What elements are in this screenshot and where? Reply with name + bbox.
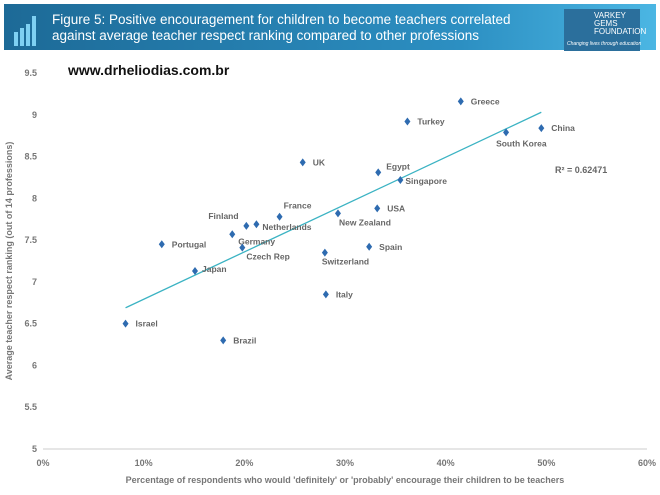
watermark-url: www.drheliodias.com.br (68, 62, 230, 78)
trendline (125, 111, 542, 309)
data-point-south-korea (503, 128, 510, 137)
data-point-turkey (404, 117, 411, 126)
data-point-italy (322, 290, 329, 299)
data-point-switzerland (321, 248, 328, 257)
varkey-logo: VARKEY GEMS FOUNDATION Changing lives throu… (564, 9, 646, 51)
x-tick-label: 20% (235, 458, 253, 468)
bar-chart-icon (14, 16, 36, 46)
x-tick-label: 40% (437, 458, 455, 468)
data-label: Netherlands (262, 222, 311, 232)
data-point-spain (366, 242, 373, 251)
y-axis-label: Average teacher respect ranking (out of … (4, 142, 14, 381)
data-point-portugal (158, 240, 165, 249)
data-label: Turkey (417, 116, 445, 126)
x-axis-label: Percentage of respondents who would 'def… (126, 475, 565, 485)
x-tick-label: 0% (36, 458, 49, 468)
data-label: Italy (336, 289, 353, 299)
data-point-singapore (397, 175, 404, 184)
data-label: Czech Rep (246, 252, 289, 262)
data-label: Finland (208, 211, 238, 221)
data-label: Japan (202, 264, 227, 274)
data-point-czech-rep (239, 243, 246, 252)
data-point-brazil (220, 336, 227, 345)
data-point-netherlands (253, 220, 260, 229)
data-point-egypt (375, 168, 382, 177)
y-tick-label: 7.5 (24, 235, 37, 245)
x-tick-label: 50% (537, 458, 555, 468)
data-label: Spain (379, 242, 402, 252)
data-point-new-zealand (334, 209, 341, 218)
data-label: UK (313, 157, 326, 167)
y-tick-label: 9.5 (24, 68, 37, 78)
data-point-greece (457, 97, 464, 106)
x-tick-label: 30% (336, 458, 354, 468)
data-point-france (276, 212, 283, 221)
x-tick-label: 10% (135, 458, 153, 468)
data-point-israel (122, 319, 129, 328)
data-label: Germany (238, 236, 275, 246)
y-tick-label: 8.5 (24, 152, 37, 162)
data-label: China (551, 123, 575, 133)
data-point-china (538, 124, 545, 133)
x-tick-label: 60% (638, 458, 656, 468)
data-label: Singapore (405, 176, 447, 186)
data-label: New Zealand (339, 217, 391, 227)
data-point-japan (192, 267, 199, 276)
figure-title: Figure 5: Positive encouragement for chi… (52, 12, 511, 43)
data-point-usa (374, 204, 381, 213)
y-tick-label: 5.5 (24, 402, 37, 412)
data-label: Portugal (172, 239, 206, 249)
y-tick-label: 8 (32, 193, 37, 203)
data-label: Switzerland (322, 257, 369, 267)
data-point-finland (243, 221, 250, 230)
y-tick-label: 9 (32, 110, 37, 120)
data-label: South Korea (496, 138, 547, 148)
data-label: France (284, 201, 312, 211)
y-tick-label: 6 (32, 360, 37, 370)
r-squared-label: R² = 0.62471 (555, 165, 607, 175)
figure-banner: Figure 5: Positive encouragement for chi… (4, 4, 656, 51)
y-tick-label: 5 (32, 444, 37, 454)
data-label: USA (387, 203, 405, 213)
data-label: Brazil (233, 335, 256, 345)
data-label: Egypt (386, 161, 410, 171)
y-tick-label: 7 (32, 277, 37, 287)
data-label: Israel (136, 319, 158, 329)
data-label: Greece (471, 96, 500, 106)
data-point-germany (229, 230, 236, 239)
data-point-uk (299, 158, 306, 167)
y-tick-label: 6.5 (24, 319, 37, 329)
